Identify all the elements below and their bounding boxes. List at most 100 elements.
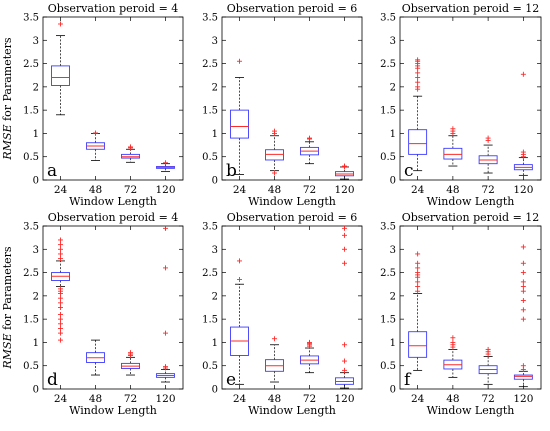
x-tick-label: 120: [334, 184, 354, 196]
box-24: [51, 237, 70, 343]
x-tick-label: 24: [54, 393, 68, 405]
y-tick-label: 3: [212, 245, 218, 256]
outlier-point: [128, 350, 133, 356]
outlier-point: [342, 260, 347, 266]
outlier-point: [342, 358, 347, 364]
box-iqr: [443, 147, 463, 160]
y-axis-label: RMSE for Parameters: [1, 246, 14, 369]
outlier-point: [58, 246, 63, 252]
x-tick-label: 48: [446, 393, 459, 405]
box-iqr: [408, 331, 428, 358]
outlier-point: [58, 286, 63, 292]
panel-a: 0 0.5 1 1.5 2 2.5 3 3.5 24 48 72 120 Observation per…: [1, 2, 184, 208]
y-tick-label: 1: [390, 129, 396, 140]
outlier-point: [450, 339, 456, 345]
outlier-point: [58, 321, 63, 327]
panel-title: Observation peroid = 4: [48, 211, 179, 224]
outlier-point: [415, 270, 421, 276]
y-tick-label: 0.5: [380, 361, 396, 372]
x-tick-label: 120: [155, 184, 175, 196]
outlier-point: [520, 363, 526, 369]
panel-c: 0 0.5 1 1.5 2 2.5 3 3.5 24 48 72 120 Observation per…: [380, 2, 542, 208]
panel-letter: f: [404, 370, 412, 390]
x-axis-label: Window Length: [69, 404, 157, 417]
outlier-point: [272, 336, 277, 342]
y-tick-label: 1: [33, 338, 39, 349]
outlier-point: [520, 244, 526, 250]
x-tick-label: 24: [233, 393, 247, 405]
y-tick-label: 2: [212, 82, 218, 93]
outlier-point: [415, 288, 421, 294]
y-tick-label: 1.5: [23, 106, 39, 117]
outlier-point: [58, 337, 63, 343]
x-tick-label: 24: [54, 184, 68, 196]
outlier-point: [58, 251, 63, 257]
y-tick-label: 2.5: [202, 268, 218, 279]
x-tick-label: 72: [303, 184, 316, 196]
panel-title: Observation peroid = 6: [227, 2, 358, 15]
outlier-point: [342, 232, 347, 238]
y-tick-label: 2.5: [202, 59, 218, 70]
y-tick-label: 0: [33, 176, 39, 187]
y-tick-label: 3: [212, 36, 218, 47]
outlier-point: [415, 260, 421, 266]
outlier-point: [415, 75, 421, 81]
box-iqr: [513, 374, 533, 380]
y-tick-label: 2: [33, 291, 39, 302]
x-axis-label: Window Length: [248, 195, 336, 208]
outlier-point: [342, 246, 347, 252]
y-tick-label: 3.5: [23, 222, 39, 233]
outlier-point: [450, 335, 456, 341]
outlier-point: [58, 256, 63, 262]
outlier-point: [58, 242, 63, 248]
outlier-point: [58, 300, 63, 306]
box-120: [513, 244, 533, 388]
outlier-point: [163, 160, 168, 166]
outlier-point: [520, 279, 526, 285]
outlier-point: [58, 330, 63, 336]
box-24: [408, 251, 428, 371]
box-48: [265, 336, 284, 383]
y-tick-label: 3: [390, 245, 396, 256]
box-120: [156, 225, 175, 383]
y-tick-label: 1.5: [380, 106, 396, 117]
y-tick-label: 3.5: [202, 13, 218, 24]
box-120: [513, 71, 533, 176]
panel-d: 0 0.5 1 1.5 2 2.5 3 3.5 24 48 72 120 Observation per…: [1, 211, 184, 417]
y-axis-label-var: RMSE: [1, 333, 14, 369]
axes-frame: [399, 16, 542, 181]
box-24: [51, 21, 70, 116]
x-tick-label: 72: [124, 393, 137, 405]
panel-f: 0 0.5 1 1.5 2 2.5 3 3.5 24 48 72 120 Observation per…: [380, 211, 542, 417]
outlier-point: [415, 79, 421, 85]
x-tick-label: 120: [155, 393, 175, 405]
y-tick-label: 2: [390, 82, 396, 93]
outlier-point: [272, 128, 277, 134]
box-iqr: [51, 65, 70, 86]
outlier-point: [415, 265, 421, 271]
outlier-point: [128, 144, 133, 150]
y-tick-label: 2: [390, 291, 396, 302]
outlier-point: [163, 364, 168, 370]
outlier-point: [58, 237, 63, 243]
x-tick-label: 24: [233, 184, 247, 196]
box-48: [86, 130, 105, 161]
outlier-point: [520, 270, 526, 276]
box-48: [443, 335, 463, 378]
x-tick-label: 72: [481, 393, 494, 405]
axes-frame: [42, 225, 184, 390]
x-tick-label: 72: [481, 184, 494, 196]
y-tick-label: 3.5: [202, 222, 218, 233]
outlier-point: [415, 57, 421, 63]
y-tick-label: 1: [390, 338, 396, 349]
y-tick-label: 1: [212, 338, 218, 349]
outlier-point: [520, 260, 526, 266]
panel-title: Observation peroid = 12: [402, 2, 540, 15]
y-tick-label: 2.5: [23, 268, 39, 279]
y-tick-label: 2.5: [380, 59, 396, 70]
y-tick-label: 1.5: [202, 106, 218, 117]
outlier-point: [415, 70, 421, 76]
outlier-point: [415, 284, 421, 290]
x-axis-label: Window Length: [69, 195, 157, 208]
